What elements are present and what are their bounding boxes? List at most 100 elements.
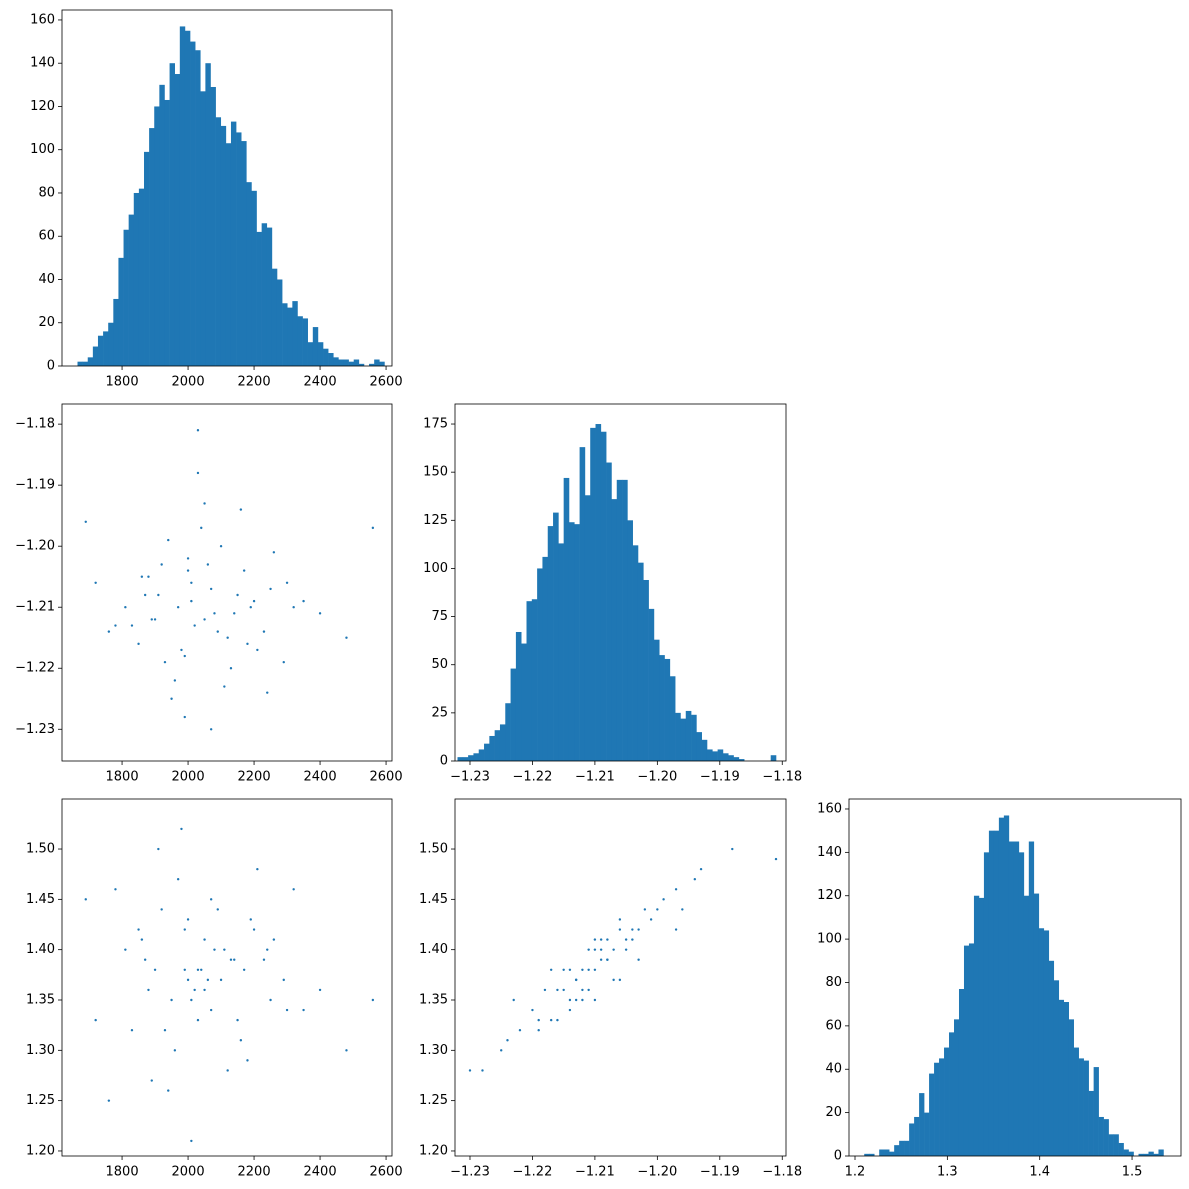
bar (358, 363, 365, 366)
y-tick-label: 75 (431, 609, 448, 624)
y-tick-label: 1.20 (26, 1143, 55, 1158)
y-tick-label: 60 (38, 229, 55, 244)
bar (210, 86, 216, 367)
point (581, 988, 584, 992)
bar (717, 749, 724, 761)
bar (510, 668, 517, 761)
point (176, 606, 180, 609)
y-tick-label: 20 (38, 315, 55, 330)
point (345, 636, 348, 639)
bar (133, 192, 140, 366)
point (163, 660, 167, 664)
bar (97, 335, 104, 366)
bar (584, 495, 591, 761)
y-tick-label: 150 (423, 465, 448, 480)
bar (627, 520, 633, 761)
point (206, 563, 210, 566)
point (209, 728, 213, 731)
point (147, 988, 150, 992)
point (236, 593, 239, 597)
point (186, 557, 190, 560)
bar (1123, 1149, 1129, 1156)
bar (338, 359, 344, 366)
x-tick-label: 2000 (172, 375, 205, 390)
y-tick-label: 120 (30, 99, 55, 114)
bar (869, 1153, 875, 1156)
x-tick-label: −1.18 (762, 1165, 802, 1180)
point (223, 685, 226, 688)
y-tick-label: 1.50 (26, 842, 55, 857)
bar (323, 348, 329, 366)
point (233, 612, 236, 615)
x-tick-label: 1800 (106, 1165, 139, 1180)
point (562, 968, 565, 972)
bar (632, 545, 639, 761)
bar (195, 50, 201, 367)
bar (282, 303, 288, 366)
bar (494, 730, 501, 761)
point (599, 948, 603, 951)
bar (343, 359, 349, 366)
y-tick-label: 1.35 (419, 992, 448, 1007)
bar (978, 897, 985, 1156)
point (518, 1028, 522, 1032)
bar (622, 479, 628, 761)
bar (696, 732, 702, 761)
point (272, 938, 276, 941)
point (269, 998, 272, 1002)
panel: 1800 2000 2200 2400 2600 0 20 40 60 80 100 120 140 16… (30, 9, 403, 390)
point (285, 1008, 289, 1012)
bar (579, 447, 586, 761)
y-tick-label: −1.22 (15, 661, 55, 676)
point (269, 587, 272, 591)
bar (379, 361, 385, 366)
bar (914, 1116, 920, 1156)
point (209, 587, 213, 591)
bar (118, 257, 124, 366)
point (160, 908, 163, 911)
point (150, 618, 153, 621)
bar (531, 599, 538, 761)
point (249, 606, 252, 609)
point (183, 715, 186, 719)
bar (993, 830, 1000, 1156)
bar (1158, 1149, 1164, 1156)
point (114, 888, 117, 891)
y-tick-label: 120 (817, 888, 842, 903)
point (693, 878, 697, 881)
bar (261, 223, 268, 366)
point (173, 679, 177, 682)
point (140, 938, 144, 941)
point (246, 1059, 249, 1062)
bar (637, 562, 644, 761)
point (568, 1008, 572, 1012)
y-tick-label: 0 (47, 359, 55, 374)
bar (1073, 1047, 1079, 1156)
point (186, 569, 190, 572)
point (656, 908, 659, 911)
point (157, 593, 160, 597)
y-tick-label: −1.19 (15, 478, 55, 493)
bar (138, 188, 145, 366)
point (568, 968, 572, 972)
bar (680, 718, 687, 761)
y-tick-label: 100 (817, 932, 842, 947)
bar (542, 556, 549, 761)
bar (457, 757, 464, 761)
bar (169, 63, 175, 366)
bar (1143, 1153, 1149, 1156)
point (150, 1079, 153, 1082)
bar (1083, 1060, 1089, 1156)
point (371, 998, 375, 1002)
point (537, 1028, 540, 1032)
bar (256, 231, 262, 366)
point (606, 958, 609, 961)
point (196, 471, 200, 475)
point (587, 948, 590, 951)
y-tick-label: 140 (30, 56, 55, 71)
bar (553, 512, 559, 761)
x-tick-label: 2000 (172, 770, 205, 785)
point (213, 612, 216, 615)
point (606, 938, 609, 941)
point (183, 928, 186, 931)
